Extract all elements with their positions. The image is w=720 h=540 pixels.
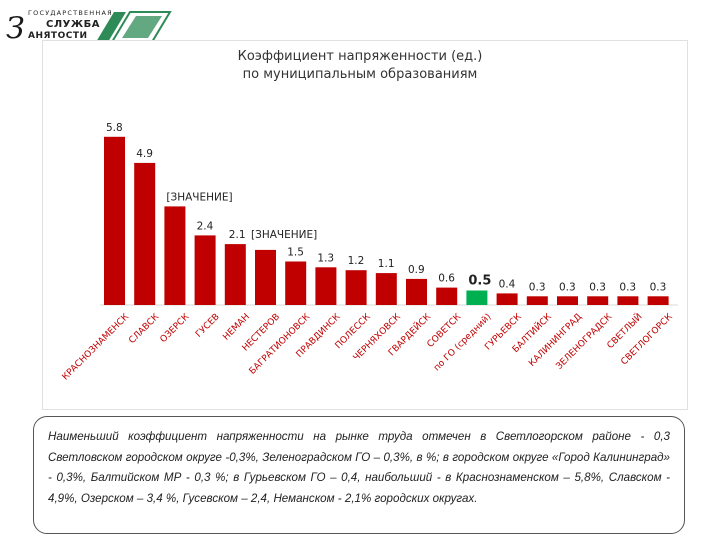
data-label-11: 0.9 [408,264,425,276]
bar-2 [134,162,156,305]
bar-13 [466,290,488,305]
chart-title: Коэффициент напряженности (ед.) по муниц… [150,48,570,84]
data-label-2: 4.9 [136,148,153,160]
bar-1 [104,136,125,305]
summary-note: Наименьший коэффициент напряженности на … [33,416,685,534]
data-label-15: 0.3 [529,281,546,293]
data-label-5: 2.1 [229,229,246,241]
data-label-19: 0.3 [650,281,667,293]
category-label-17: ЗЕЛЕНОГРАДСК [555,312,615,372]
bar-8 [315,267,337,305]
bar-5 [224,244,246,305]
bar-9 [345,270,367,305]
bar-10 [375,273,397,305]
bar-6 [255,249,276,305]
data-label-4: 2.4 [197,220,214,232]
bar-17 [587,296,609,305]
data-label-12: 0.6 [438,273,455,285]
bar-19 [647,296,669,305]
bar-15 [526,296,548,305]
category-label-5: НЕМАН [221,312,252,343]
bar-14 [496,293,518,305]
category-label-13: по ГО (средний) [432,312,493,373]
logo-line2: СЛУЖБА [46,19,100,30]
data-label-17: 0.3 [589,281,606,293]
bar-3 [164,206,186,305]
category-label-2: СЛАВСК [127,312,161,346]
logo-line1: ГОСУДАРСТВЕННАЯ [28,9,113,17]
data-label-16: 0.3 [559,281,576,293]
data-label-14: 0.4 [499,278,516,290]
data-label-8: 1.3 [317,252,334,264]
chart-title-line1: Коэффициент напряженности (ед.) [237,49,483,64]
bar-7 [285,261,307,305]
data-label-3: [ЗНАЧЕНИЕ] [166,191,232,203]
category-label-16: КАЛИНИНГРАД [527,312,584,369]
bar-16 [557,296,578,305]
category-label-19: СВЕТЛОГОРСК [619,312,675,368]
bar-4 [194,235,216,305]
data-label-9: 1.2 [348,255,365,267]
category-label-4: ГУСЕВ [194,312,222,340]
data-label-10: 1.1 [378,258,395,270]
bar-11 [406,278,427,305]
logo-letter: З [6,11,25,46]
bar-12 [436,287,458,305]
data-label-6: [ЗНАЧЕНИЕ] [251,229,317,241]
chart-title-line2: по муниципальным образованиям [242,67,478,82]
data-label-1: 5.8 [106,122,123,134]
data-label-7: 1.5 [287,247,304,259]
category-label-1: КРАСНОЗНАМЕНСК [61,312,132,383]
bar-18 [617,296,639,305]
data-label-18: 0.3 [619,281,636,293]
data-label-13: 0.5 [468,274,491,289]
logo-line3: АНЯТОСТИ [28,31,88,41]
category-label-3: ОЗЕРСК [159,312,192,345]
